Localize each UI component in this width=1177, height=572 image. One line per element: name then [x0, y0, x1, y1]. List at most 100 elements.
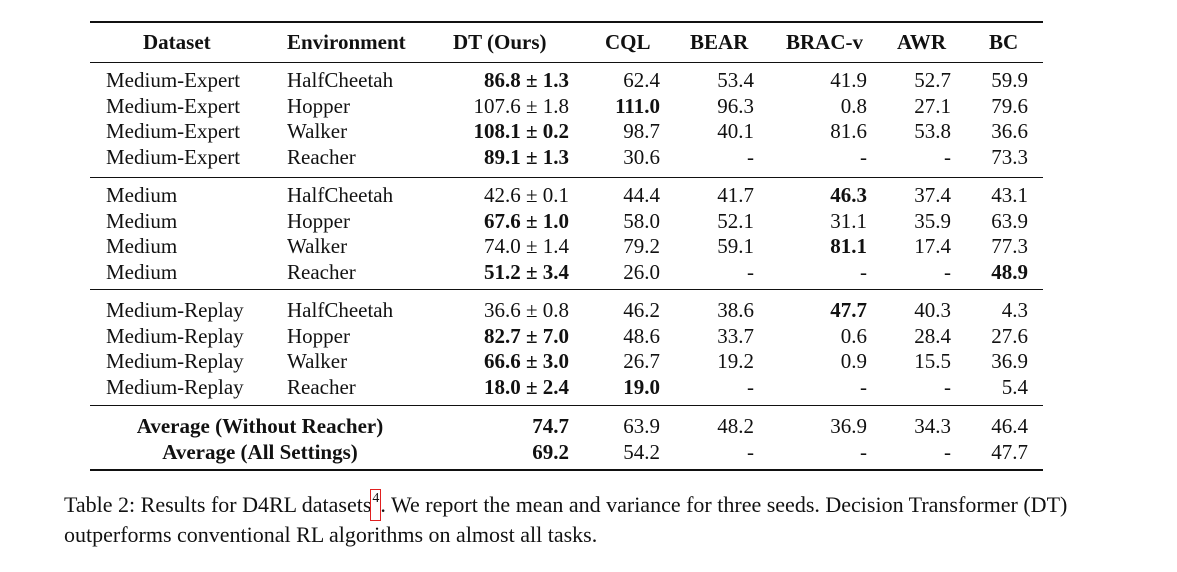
header-bracv: BRAC-v: [786, 30, 863, 54]
cell-bracv: -: [860, 260, 867, 284]
cell-bc: 59.9: [991, 68, 1028, 92]
avg-cell-cql: 63.9: [623, 414, 660, 438]
cell-cql: 44.4: [623, 183, 660, 207]
avg-cell-bc: 47.7: [991, 440, 1028, 464]
cell-env: Hopper: [287, 209, 350, 233]
bottom-rule: [90, 469, 1043, 471]
cell-dataset: Medium-Replay: [106, 298, 244, 322]
header-rule: [90, 62, 1043, 63]
cell-env: Reacher: [287, 375, 356, 399]
avg-cell-bracv: 36.9: [830, 414, 867, 438]
cell-dt: 51.2 ± 3.4: [483, 260, 569, 284]
avg-cell-dt: 69.2: [532, 440, 569, 464]
cell-awr: 52.7: [914, 68, 951, 92]
cell-bear: -: [747, 145, 754, 169]
cell-bear: 19.2: [717, 349, 754, 373]
cell-awr: 37.4: [914, 183, 951, 207]
avg-cell-bear: -: [747, 440, 754, 464]
group-rule-3: [90, 405, 1043, 406]
cell-dataset: Medium-Replay: [106, 349, 244, 373]
cell-bear: 59.1: [717, 234, 754, 258]
cell-cql: 30.6: [623, 145, 660, 169]
cell-bracv: 81.6: [830, 119, 867, 143]
cell-bear: 40.1: [717, 119, 754, 143]
cell-cql: 98.7: [623, 119, 660, 143]
cell-bear: -: [747, 375, 754, 399]
header-awr: AWR: [897, 30, 947, 54]
cell-env: Walker: [287, 349, 348, 373]
cell-dt: 89.1 ± 1.3: [483, 145, 569, 169]
cell-bracv: -: [860, 145, 867, 169]
cell-awr: -: [944, 375, 951, 399]
footnote-link[interactable]: 4: [370, 489, 382, 521]
cell-awr: -: [944, 145, 951, 169]
cell-bracv: 81.1: [830, 234, 867, 258]
cell-dt: 74.0 ± 1.4: [483, 234, 569, 258]
cell-env: Walker: [287, 234, 348, 258]
cell-env: Reacher: [287, 145, 356, 169]
header-cql: CQL: [605, 30, 651, 54]
cell-bear: 41.7: [717, 183, 754, 207]
cell-cql: 26.7: [623, 349, 660, 373]
cell-bracv: 46.3: [830, 183, 867, 207]
group-rule-1: [90, 177, 1043, 178]
cell-awr: 35.9: [914, 209, 951, 233]
cell-dataset: Medium: [106, 183, 178, 207]
cell-bracv: 0.6: [840, 324, 867, 348]
header-bear: BEAR: [690, 30, 749, 54]
cell-env: HalfCheetah: [287, 298, 394, 322]
avg-cell-bracv: -: [860, 440, 867, 464]
cell-dt: 18.0 ± 2.4: [483, 375, 569, 399]
cell-dataset: Medium: [106, 209, 178, 233]
cell-bear: 53.4: [717, 68, 754, 92]
average-label: Average (All Settings): [162, 440, 358, 464]
cell-env: Hopper: [287, 94, 350, 118]
cell-env: HalfCheetah: [287, 183, 394, 207]
cell-bracv: 0.9: [840, 349, 867, 373]
cell-cql: 58.0: [623, 209, 660, 233]
cell-dt: 36.6 ± 0.8: [483, 298, 569, 322]
cell-bear: 96.3: [717, 94, 754, 118]
caption-suffix: . We report the mean and variance for th…: [64, 492, 1068, 547]
cell-bc: 48.9: [991, 260, 1028, 284]
cell-awr: 15.5: [914, 349, 951, 373]
cell-dt: 82.7 ± 7.0: [483, 324, 569, 348]
cell-cql: 46.2: [623, 298, 660, 322]
cell-bracv: -: [860, 375, 867, 399]
header-dataset: Dataset: [143, 30, 211, 54]
cell-cql: 111.0: [615, 94, 660, 118]
cell-dataset: Medium: [106, 260, 178, 284]
cell-bc: 36.9: [991, 349, 1028, 373]
header-dt: DT (Ours): [453, 30, 547, 54]
cell-bc: 63.9: [991, 209, 1028, 233]
avg-cell-awr: -: [944, 440, 951, 464]
cell-dataset: Medium-Expert: [106, 119, 241, 143]
cell-awr: 28.4: [914, 324, 951, 348]
average-label: Average (Without Reacher): [136, 414, 384, 438]
cell-env: Hopper: [287, 324, 350, 348]
cell-bc: 73.3: [991, 145, 1028, 169]
cell-bracv: 31.1: [830, 209, 867, 233]
table-caption: Table 2: Results for D4RL datasets4. We …: [64, 489, 1124, 550]
cell-dataset: Medium-Replay: [106, 324, 244, 348]
cell-bracv: 41.9: [830, 68, 867, 92]
cell-dt: 86.8 ± 1.3: [483, 68, 569, 92]
cell-dataset: Medium-Expert: [106, 145, 241, 169]
cell-awr: 53.8: [914, 119, 951, 143]
cell-bear: 52.1: [717, 209, 754, 233]
cell-awr: 17.4: [914, 234, 951, 258]
cell-bc: 79.6: [991, 94, 1028, 118]
cell-awr: 27.1: [914, 94, 951, 118]
avg-cell-awr: 34.3: [914, 414, 951, 438]
cell-bc: 77.3: [991, 234, 1028, 258]
cell-dt: 107.6 ± 1.8: [473, 94, 569, 118]
cell-dataset: Medium-Expert: [106, 68, 241, 92]
cell-dataset: Medium: [106, 234, 178, 258]
cell-cql: 19.0: [623, 375, 660, 399]
avg-cell-bc: 46.4: [991, 414, 1028, 438]
cell-bear: 38.6: [717, 298, 754, 322]
cell-env: HalfCheetah: [287, 68, 394, 92]
cell-dt: 108.1 ± 0.2: [473, 119, 569, 143]
cell-dt: 67.6 ± 1.0: [483, 209, 569, 233]
avg-cell-cql: 54.2: [623, 440, 660, 464]
